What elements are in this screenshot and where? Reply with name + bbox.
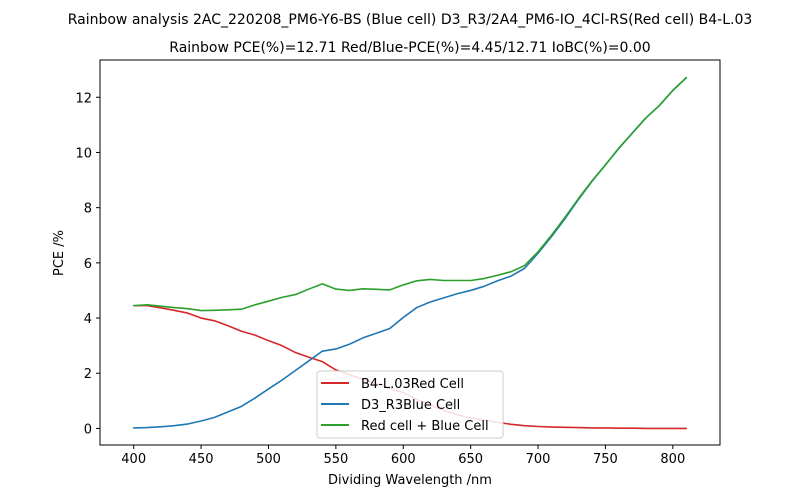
- y-tick-label: 8: [84, 202, 92, 217]
- y-tick-label: 12: [75, 91, 92, 106]
- legend-entry-label: D3_R3Blue Cell: [361, 398, 460, 413]
- x-tick-label: 450: [189, 452, 214, 467]
- x-tick-label: 600: [391, 452, 416, 467]
- plot-frame: [99, 59, 721, 446]
- y-tick-label: 0: [84, 422, 92, 437]
- y-axis: 0 2 4 6 8 10 12: [75, 91, 100, 437]
- chart-title: Rainbow analysis 2AC_220208_PM6-Y6-BS (B…: [68, 12, 753, 28]
- x-axis-label: Dividing Wavelength /nm: [328, 473, 492, 488]
- legend: B4-L.03Red Cell D3_R3Blue Cell Red cell + …: [316, 370, 504, 439]
- series-line-3: [132, 76, 688, 312]
- legend-box: [316, 370, 504, 439]
- y-tick-label: 10: [75, 146, 92, 161]
- y-tick-label: 6: [84, 257, 92, 272]
- x-tick-label: 750: [593, 452, 618, 467]
- y-tick-label: 4: [84, 312, 92, 327]
- x-tick-label: 800: [660, 452, 685, 467]
- y-tick-label: 2: [84, 367, 92, 382]
- x-axis: 400 450 500 550 600 650 700 750 800: [121, 445, 685, 467]
- x-tick-label: 650: [458, 452, 483, 467]
- x-tick-label: 550: [323, 452, 348, 467]
- chart-subtitle: Rainbow PCE(%)=12.71 Red/Blue-PCE(%)=4.4…: [169, 40, 650, 56]
- x-tick-label: 400: [121, 452, 146, 467]
- x-tick-label: 500: [256, 452, 281, 467]
- legend-entry-label: B4-L.03Red Cell: [361, 377, 464, 392]
- legend-entry-label: Red cell + Blue Cell: [361, 419, 489, 434]
- x-tick-label: 700: [526, 452, 551, 467]
- y-axis-label: PCE /%: [52, 230, 67, 276]
